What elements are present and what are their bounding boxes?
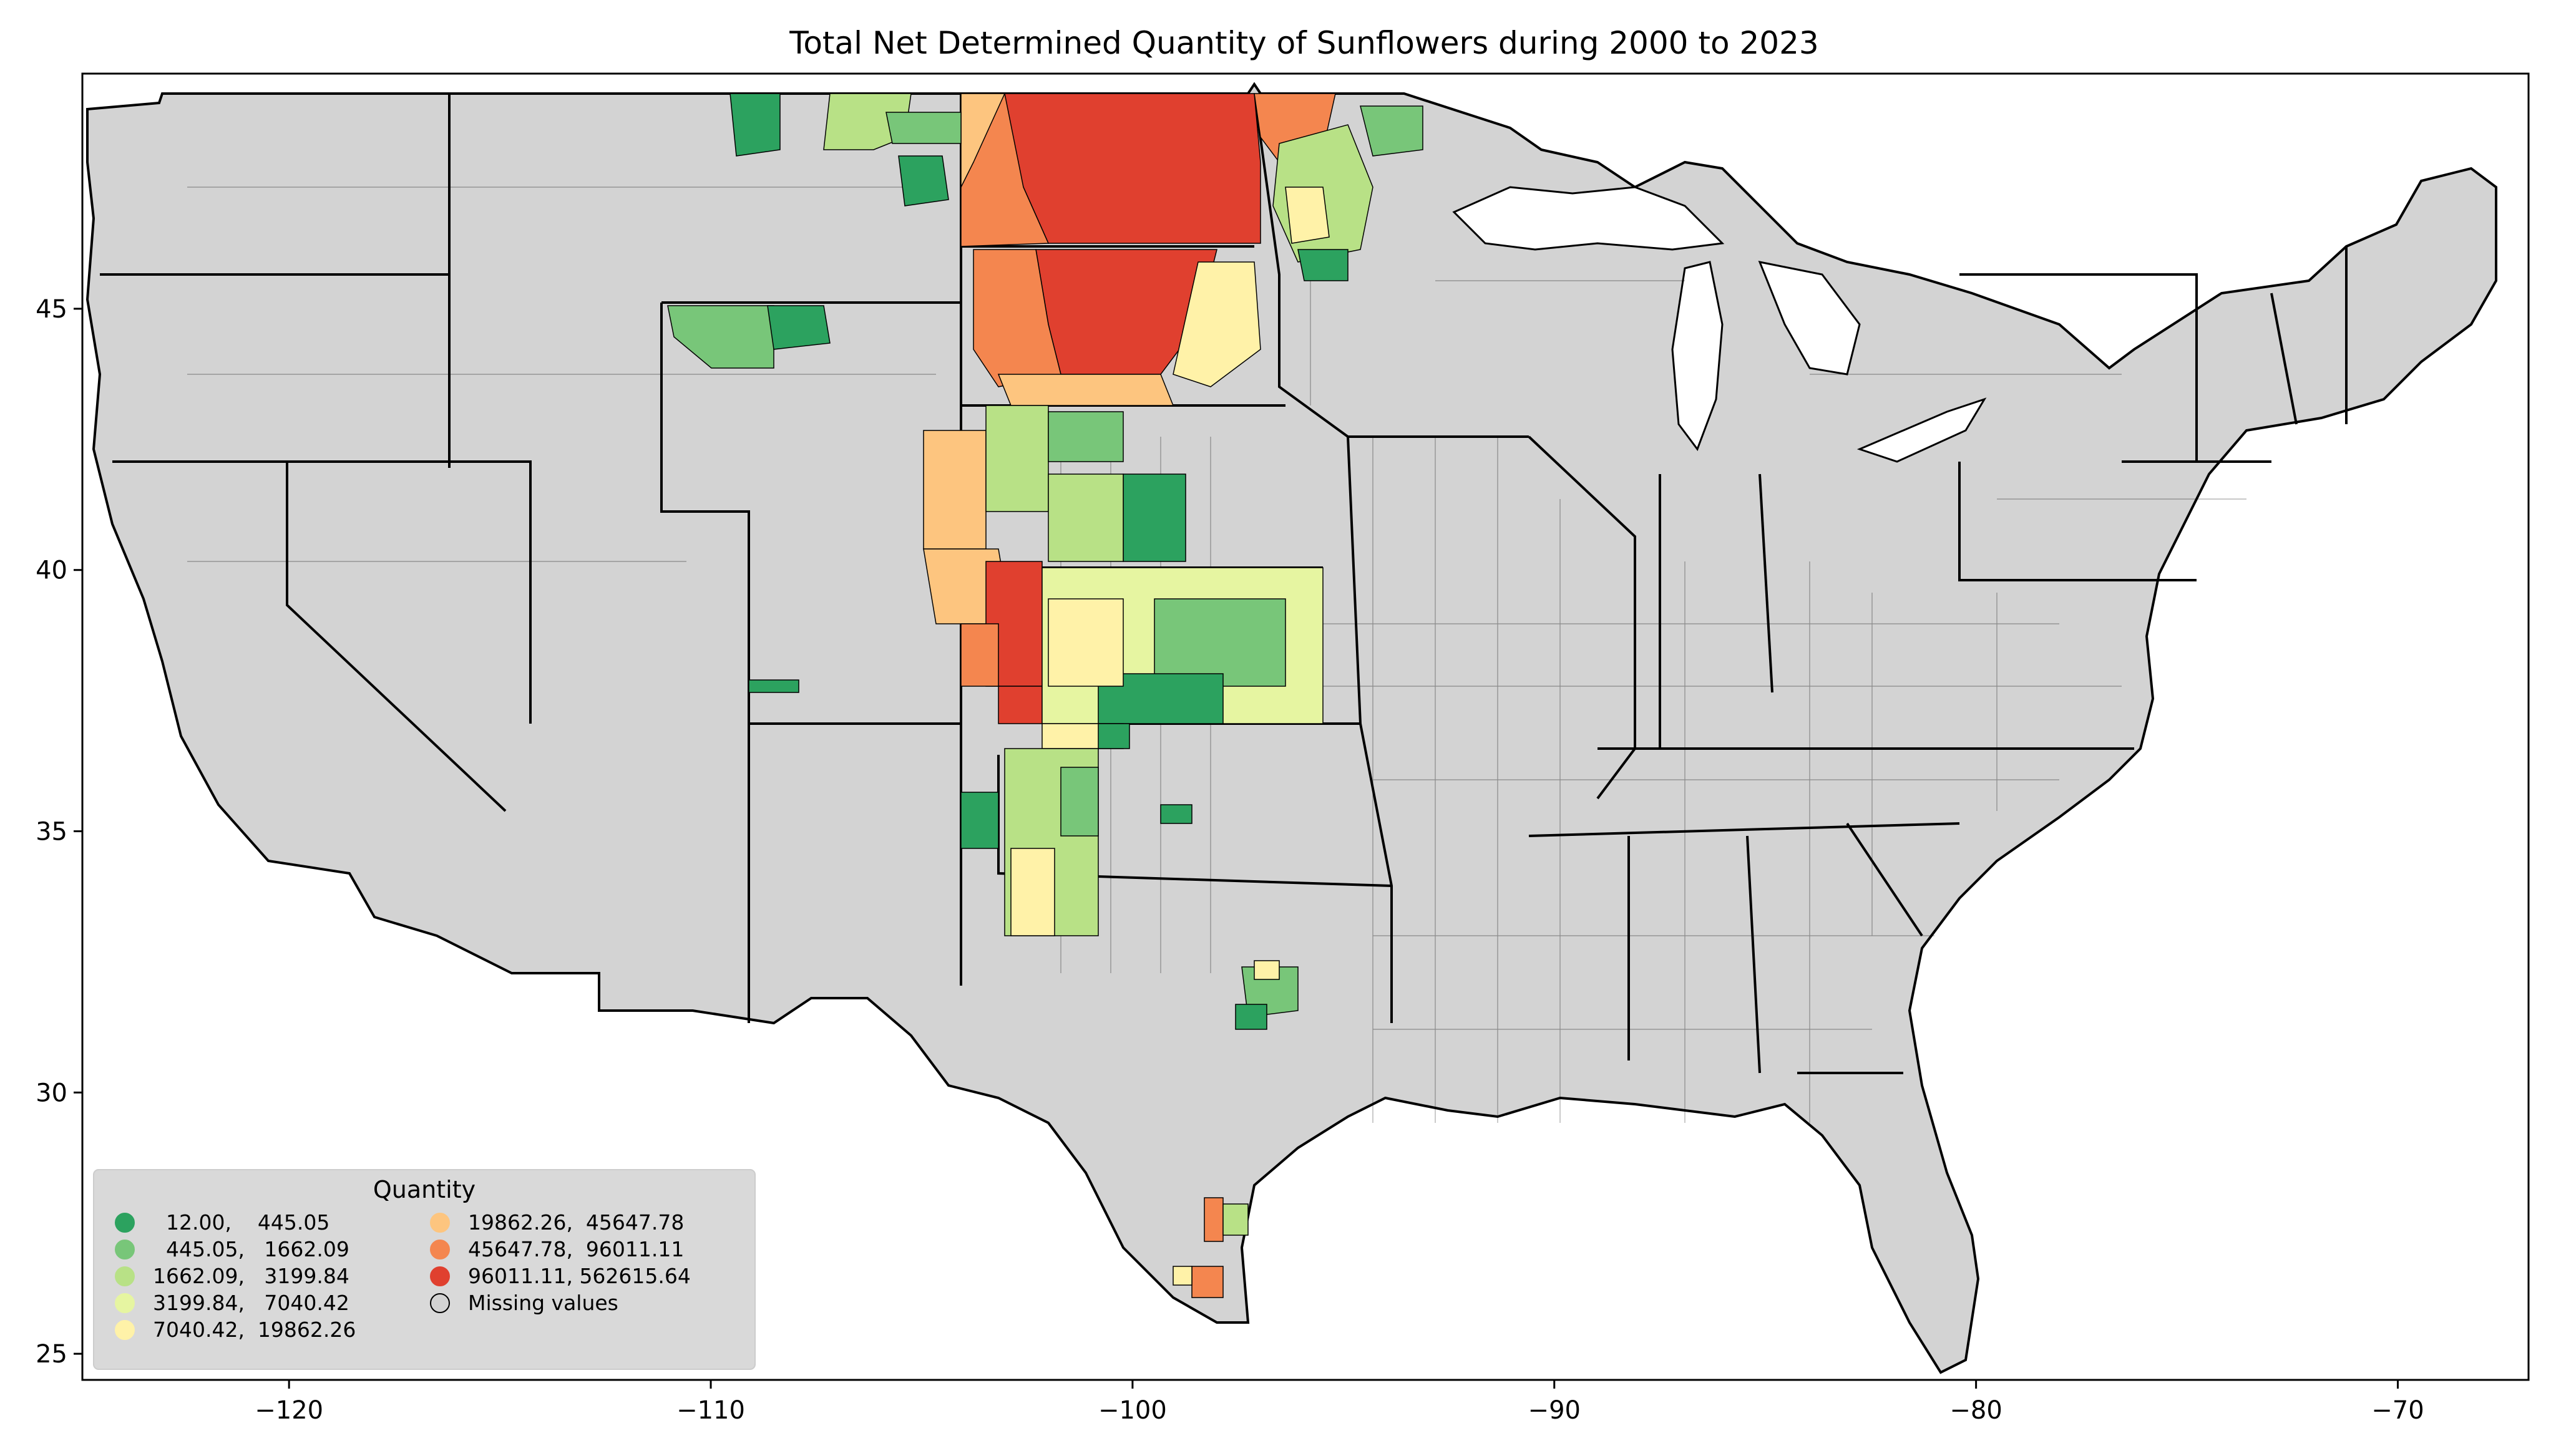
x-tick-label: −80	[1949, 1396, 2002, 1425]
patch-south-dakota-south	[997, 374, 1174, 406]
legend-label: 445.05, 1662.09	[153, 1237, 349, 1261]
y-tick-label: 40	[36, 556, 67, 585]
legend-swatch	[115, 1240, 135, 1259]
patch-colorado-southwest	[748, 679, 799, 693]
x-tick-label: −120	[255, 1396, 323, 1425]
y-tick-label: 30	[36, 1079, 67, 1107]
patch-oklahoma-small	[1160, 804, 1193, 824]
legend-label: Missing values	[468, 1291, 618, 1315]
y-tick-label: 25	[36, 1340, 67, 1369]
legend-swatch	[430, 1240, 450, 1259]
patch-montana-2	[823, 93, 912, 150]
patch-montana-1	[729, 93, 781, 157]
patch-nebraska-east	[1123, 473, 1186, 562]
patch-south-texas-2	[1222, 1203, 1249, 1236]
legend-swatch	[115, 1266, 135, 1286]
choropleth-patches	[667, 92, 1423, 1298]
patch-north-dakota-core	[1004, 93, 1261, 244]
patch-texas-panhandle-yellow	[1010, 848, 1055, 936]
us-outline	[85, 82, 2497, 1374]
patch-texas-central-dark	[1235, 1004, 1267, 1030]
x-tick-label: −70	[2371, 1396, 2424, 1425]
map-title: Total Net Determined Quantity of Sunflow…	[789, 25, 1818, 61]
legend-label: 96011.11, 562615.64	[468, 1264, 691, 1288]
patch-montana-4	[898, 155, 949, 206]
patch-south-texas-1	[1204, 1197, 1224, 1242]
legend-items: 12.00, 445.05 445.05, 1662.09 1662.09, 31…	[115, 1210, 691, 1342]
patch-nebraska-green	[1048, 411, 1124, 462]
x-tick-label: −110	[676, 1396, 745, 1425]
patch-montana-3	[885, 112, 962, 144]
patch-minnesota-dark	[1297, 249, 1349, 281]
patch-nebraska-mid	[985, 405, 1049, 512]
map-body	[85, 82, 2497, 1374]
legend-label: 1662.09, 3199.84	[153, 1264, 349, 1288]
patch-colorado-southeast	[960, 623, 999, 687]
patch-nebraska-west	[923, 430, 987, 550]
patch-wyoming-2	[767, 305, 831, 350]
patch-kansas-yellow	[1048, 598, 1124, 687]
x-tick-label: −90	[1528, 1396, 1581, 1425]
lake-superior	[1452, 186, 1725, 251]
y-axis: 25 30 35 40 45	[36, 295, 82, 1369]
patch-wyoming-1	[667, 305, 774, 369]
y-tick-label: 35	[36, 818, 67, 847]
legend-label: 12.00, 445.05	[153, 1210, 329, 1235]
legend-label: 19862.26, 45647.78	[468, 1210, 684, 1235]
patch-new-mexico-east	[960, 792, 999, 849]
legend-swatch	[115, 1293, 135, 1313]
legend-title: Quantity	[373, 1176, 476, 1203]
patch-south-texas-3	[1191, 1266, 1224, 1298]
legend-swatch	[115, 1320, 135, 1340]
lake-erie	[1856, 397, 1987, 463]
patch-south-dakota-east	[1173, 261, 1261, 387]
patch-texas-central-lime	[1254, 960, 1280, 980]
legend-label: 3199.84, 7040.42	[153, 1291, 349, 1315]
lake-huron	[1758, 260, 1861, 376]
patch-colorado-south-red	[998, 686, 1043, 724]
patch-south-texas-4	[1173, 1266, 1193, 1286]
patch-minnesota-green	[1360, 105, 1423, 157]
legend-label: 45647.78, 96011.11	[468, 1237, 684, 1261]
legend-label: 7040.42, 19862.26	[153, 1318, 356, 1342]
patch-oklahoma-green	[1098, 723, 1130, 749]
patch-nebraska-lime	[1048, 473, 1124, 562]
patch-north-dakota-edge	[960, 93, 1006, 188]
patch-minnesota-yellow	[1285, 187, 1330, 244]
legend-swatch	[430, 1293, 450, 1313]
x-tick-label: −100	[1098, 1396, 1167, 1425]
legend-swatch	[115, 1213, 135, 1233]
x-axis: −120 −110 −100 −90 −80 −70	[255, 1380, 2424, 1425]
legend-swatch	[430, 1266, 450, 1286]
patch-kansas-green	[1154, 598, 1286, 687]
patch-texas-panhandle-green	[1060, 767, 1099, 837]
legend: Quantity 12.00, 445.05 445.05, 1662.09 16…	[93, 1169, 756, 1370]
lake-michigan	[1671, 261, 1724, 452]
legend-swatch	[430, 1213, 450, 1233]
y-tick-label: 45	[36, 295, 67, 324]
axes-frame	[81, 72, 2530, 1381]
patch-kansas-dark	[1098, 673, 1224, 724]
legend-box	[93, 1169, 756, 1370]
